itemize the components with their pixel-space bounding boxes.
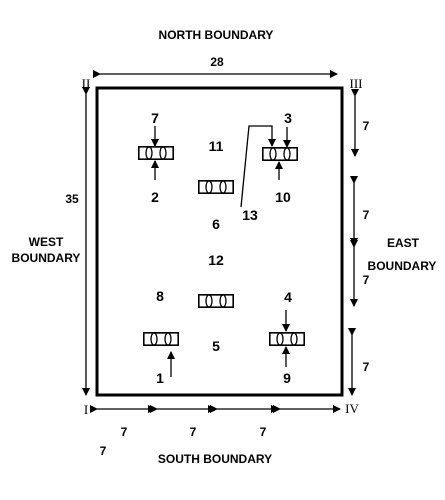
right-dim-value-2: 7 <box>363 208 370 222</box>
point-label-2: 2 <box>151 189 159 205</box>
east-boundary-label-line2: BOUNDARY <box>368 259 437 273</box>
arrow-13-leader <box>240 125 276 208</box>
right-dim-value-4: 7 <box>363 360 370 374</box>
point-label-5: 5 <box>212 338 220 354</box>
west-boundary-label-line2: BOUNDARY <box>12 251 81 265</box>
bottom-dim-value-1: 7 <box>121 425 128 439</box>
right-dim-value-1: 7 <box>363 119 370 133</box>
point-label-3: 3 <box>284 110 292 126</box>
north-boundary-label: NORTH BOUNDARY <box>159 28 274 42</box>
top-width-value: 28 <box>210 55 224 69</box>
sampler-device-top-left <box>138 146 174 160</box>
point-label-6: 6 <box>212 216 220 232</box>
sampler-device-top-right <box>262 147 298 161</box>
sampler-device-center-bottom <box>198 294 234 308</box>
right-dim-value-3: 7 <box>363 273 370 287</box>
sampler-device-bottom-right <box>269 332 305 346</box>
field-boundary <box>95 86 344 397</box>
south-boundary-label: SOUTH BOUNDARY <box>158 452 272 466</box>
point-label-7: 7 <box>151 110 159 126</box>
point-label-13: 13 <box>242 207 258 223</box>
east-boundary-label-line1: EAST <box>387 236 420 250</box>
corner-label-top-left: II <box>82 76 91 91</box>
bottom-dim-value-2: 7 <box>190 425 197 439</box>
point-label-12: 12 <box>208 252 224 268</box>
bottom-dim-value-3: 7 <box>260 425 267 439</box>
bottom-dim-value-extra: 7 <box>100 444 107 458</box>
left-height-value: 35 <box>65 192 79 206</box>
point-label-4: 4 <box>284 289 292 305</box>
point-label-1: 1 <box>156 370 164 386</box>
corner-label-bottom-left: I <box>84 402 88 417</box>
corner-label-bottom-right: IV <box>345 401 359 416</box>
corner-label-top-right: III <box>350 76 363 91</box>
point-label-11: 11 <box>209 138 224 154</box>
point-label-8: 8 <box>156 288 164 304</box>
point-label-9: 9 <box>283 370 291 386</box>
sampler-device-bottom-left <box>143 332 179 346</box>
sampler-device-center-top <box>198 180 234 194</box>
point-label-10: 10 <box>275 189 291 205</box>
west-boundary-label-line1: WEST <box>29 235 64 249</box>
